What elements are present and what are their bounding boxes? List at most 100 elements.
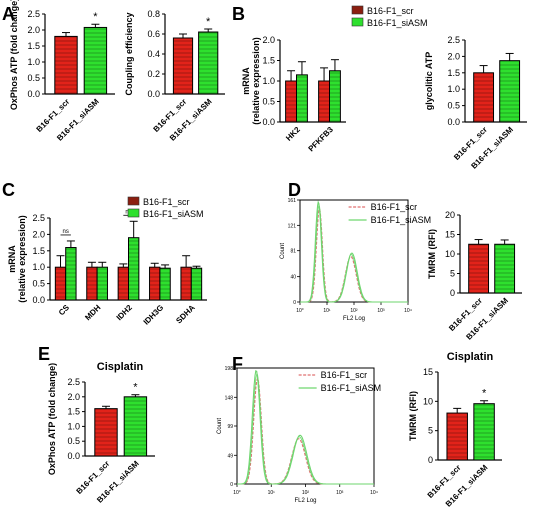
histogram-line (237, 376, 374, 485)
x-tick-label: IDH3G (142, 303, 166, 327)
x-axis-label: FL2 Log (294, 498, 316, 504)
y-tick-label: 2.5 (67, 377, 80, 387)
y-axis-label: (relative expression) (251, 37, 261, 125)
bar (128, 237, 140, 301)
x-tick-label: 10³ (336, 490, 344, 496)
bar (54, 266, 67, 301)
x-tick-label: CS (57, 303, 72, 318)
legend-label: B16-F1_scr (371, 202, 418, 212)
x-tick-label: 10¹ (268, 490, 276, 496)
y-tick-label: 0.0 (32, 295, 45, 305)
x-tick-label: HK2 (284, 125, 302, 143)
bar (65, 247, 77, 301)
y-tick-label: 1.5 (262, 56, 275, 66)
y-tick-label: 0.0 (262, 117, 275, 127)
y-tick-label: 0.5 (447, 101, 460, 111)
bar (468, 243, 490, 294)
y-tick-label: 0.0 (27, 89, 40, 99)
x-tick-label: SDHA (174, 303, 197, 326)
chart-title: Cisplatin (97, 361, 144, 373)
bar (54, 35, 78, 95)
bar (94, 408, 118, 457)
y-tick-label: 0.5 (27, 73, 40, 83)
y-tick-label: 1.5 (32, 246, 45, 256)
annotation-text: ns (63, 229, 69, 235)
y-tick-label: 5 (450, 269, 455, 279)
y-tick-label: 99 (227, 424, 233, 430)
y-tick-label: 20 (445, 210, 455, 220)
y-axis-label: mRNA (7, 245, 17, 273)
panel-label-e: E (38, 344, 50, 364)
y-axis-label: OxPhos ATP (fold change) (47, 363, 57, 475)
x-tick-label: 10° (233, 490, 241, 496)
significance-marker: * (482, 388, 487, 400)
y-tick-label: 2.0 (262, 35, 275, 45)
x-tick-label: 10⁴ (404, 308, 412, 314)
y-axis-label: mRNA (241, 67, 251, 95)
y-tick-label: 10 (423, 396, 433, 406)
bar (172, 37, 194, 95)
legend-label: B16-F1_scr (143, 197, 190, 207)
y-tick-label: 15 (423, 367, 433, 377)
legend-label: B16-F1_siASM (321, 383, 382, 393)
bar (83, 26, 108, 95)
x-tick-label: 10² (350, 308, 358, 314)
y-tick-label: 81 (290, 249, 296, 255)
y-tick-label: 2.0 (27, 25, 40, 35)
x-tick-label: 10³ (377, 308, 385, 314)
histogram-line (300, 203, 408, 303)
bar (149, 266, 161, 301)
x-tick-label: MDH (83, 303, 102, 322)
y-tick-label: 0.8 (147, 9, 160, 19)
x-axis-label: FL2 Log (343, 316, 365, 322)
bar (159, 267, 171, 301)
x-tick-label: 10⁴ (370, 490, 378, 496)
y-tick-label: 49 (227, 453, 233, 459)
y-tick-label: 2.0 (447, 51, 460, 61)
y-axis-label: glycolitic ATP (424, 52, 434, 111)
legend-swatch (351, 17, 364, 27)
y-tick-label: 148 (225, 395, 234, 401)
y-tick-label: 15 (445, 230, 455, 240)
y-tick-label: 2.0 (32, 229, 45, 239)
y-axis-label: Coupling efficiency (124, 12, 134, 95)
significance-marker: * (133, 382, 138, 394)
legend-label: B16-F1_siASM (143, 209, 204, 219)
legend-label: B16-F1_siASM (371, 215, 432, 225)
y-tick-label: 5 (428, 426, 433, 436)
y-tick-label: 0.0 (67, 451, 80, 461)
x-tick-label: 10¹ (323, 308, 331, 314)
y-tick-label: 0 (230, 482, 233, 488)
bar (296, 74, 308, 123)
y-tick-label: 0 (450, 288, 455, 298)
x-tick-label: 10° (296, 308, 304, 314)
bar (96, 266, 108, 301)
y-tick-label: 0.2 (147, 69, 160, 79)
bar (180, 266, 192, 301)
legend-swatch (127, 208, 140, 218)
panel-label-f: F (232, 354, 243, 374)
panel-label-c: C (2, 180, 15, 200)
y-tick-label: 1.5 (27, 41, 40, 51)
bar (117, 266, 130, 301)
y-tick-label: 0.0 (147, 89, 160, 99)
y-tick-label: 0.4 (147, 49, 160, 59)
y-axis-label: Count (217, 418, 223, 434)
bar (473, 403, 495, 461)
y-tick-label: 0 (293, 300, 296, 306)
bar (198, 31, 219, 95)
y-tick-label: 0.5 (67, 436, 80, 446)
y-tick-label: 1.0 (32, 262, 45, 272)
bar (473, 72, 495, 123)
legend-swatch (127, 196, 140, 206)
y-tick-label: 2.5 (32, 213, 45, 223)
y-tick-label: 40 (290, 275, 296, 281)
y-axis-label: Count (280, 243, 286, 259)
panel-label-b: B (232, 4, 245, 24)
y-tick-label: 1.5 (67, 407, 80, 417)
panel-label-d: D (288, 180, 301, 200)
y-axis-label: TMRM (RFI) (408, 391, 418, 441)
legend-label: B16-F1_scr (321, 370, 368, 380)
significance-marker: * (206, 16, 211, 28)
